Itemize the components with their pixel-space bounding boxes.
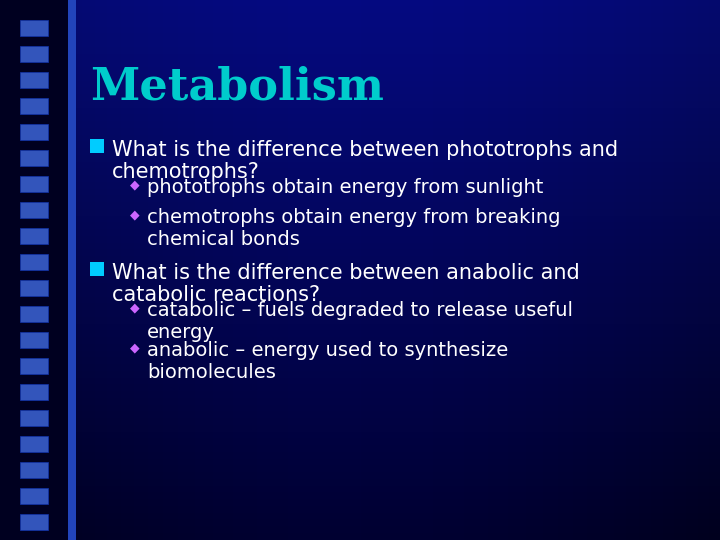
Bar <box>0 0 75 540</box>
Bar <box>20 228 48 244</box>
Text: Metabolism: Metabolism <box>90 65 384 108</box>
Bar <box>20 176 48 192</box>
Bar <box>20 462 48 478</box>
Bar <box>20 436 48 452</box>
Bar <box>20 488 48 504</box>
Text: ◆: ◆ <box>130 341 140 354</box>
Text: catabolic – fuels degraded to release useful: catabolic – fuels degraded to release us… <box>147 301 573 320</box>
Bar <box>90 139 104 153</box>
Text: What is the difference between phototrophs and: What is the difference between phototrop… <box>112 140 618 160</box>
Text: chemical bonds: chemical bonds <box>147 230 300 249</box>
Bar <box>20 46 48 62</box>
Text: phototrophs obtain energy from sunlight: phototrophs obtain energy from sunlight <box>147 178 544 197</box>
Text: ◆: ◆ <box>130 301 140 314</box>
Text: biomolecules: biomolecules <box>147 363 276 382</box>
Text: ◆: ◆ <box>130 208 140 221</box>
Bar <box>68 0 76 540</box>
Text: energy: energy <box>147 323 215 342</box>
Bar <box>20 384 48 400</box>
Bar <box>20 202 48 218</box>
Text: ◆: ◆ <box>130 179 140 192</box>
Bar <box>20 20 48 36</box>
Bar <box>20 254 48 270</box>
Text: chemotrophs?: chemotrophs? <box>112 162 260 182</box>
Bar <box>20 72 48 88</box>
Text: chemotrophs obtain energy from breaking: chemotrophs obtain energy from breaking <box>147 208 560 227</box>
Text: anabolic – energy used to synthesize: anabolic – energy used to synthesize <box>147 341 508 360</box>
Bar <box>20 514 48 530</box>
Bar <box>90 262 104 276</box>
Bar <box>20 410 48 426</box>
Bar <box>20 358 48 374</box>
Text: What is the difference between anabolic and: What is the difference between anabolic … <box>112 263 580 283</box>
Text: catabolic reactions?: catabolic reactions? <box>112 285 320 305</box>
Bar <box>20 150 48 166</box>
Bar <box>20 306 48 322</box>
Bar <box>20 332 48 348</box>
Bar <box>20 124 48 140</box>
Bar <box>20 98 48 114</box>
Bar <box>20 280 48 296</box>
